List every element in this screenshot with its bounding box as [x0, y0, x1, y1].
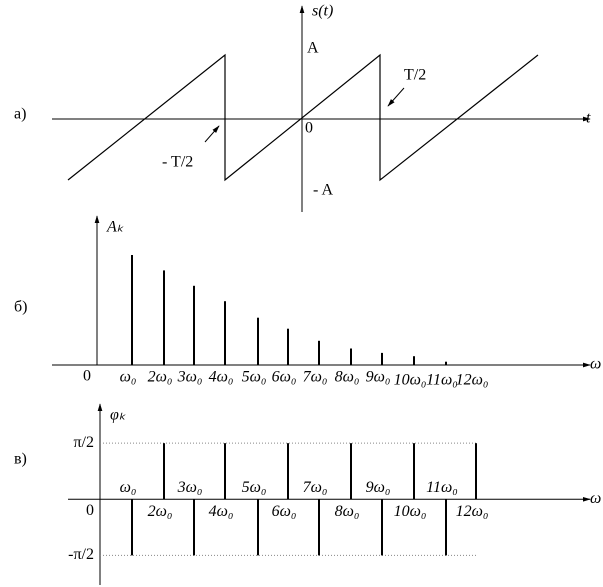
origin: 0 — [83, 368, 91, 385]
x-tick-label: 7ω₀ — [303, 369, 328, 386]
panel-label: а) — [14, 106, 26, 123]
amplitude: A — [307, 40, 319, 57]
panel-label: б) — [14, 299, 27, 316]
axis-label: ω — [590, 356, 601, 373]
x-tick-label: 3ω₀ — [177, 369, 203, 386]
axis-label: ω — [590, 490, 601, 507]
half-period: T/2 — [404, 67, 426, 84]
x-tick-label: 4ω₀ — [209, 503, 234, 520]
x-tick-label: 12ω₀ — [456, 503, 489, 520]
x-tick-label: 5ω₀ — [242, 369, 267, 386]
x-tick-label: 8ω₀ — [335, 369, 360, 386]
arrow — [387, 87, 405, 107]
y-tick-label: π/2 — [73, 434, 94, 451]
x-tick-label: 7ω₀ — [303, 479, 328, 496]
x-tick-label: 10ω₀ — [394, 503, 427, 520]
x-tick-label: 3ω₀ — [177, 479, 203, 496]
origin: 0 — [86, 502, 94, 519]
x-tick-label: 11ω₀ — [426, 372, 458, 389]
panel-label: в) — [14, 451, 27, 468]
axis-label: Aₖ — [106, 219, 124, 236]
axis-label: s(t) — [312, 3, 333, 20]
x-tick-label: 6ω₀ — [272, 369, 297, 386]
x-tick-label: 5ω₀ — [242, 479, 267, 496]
origin: 0 — [305, 120, 313, 137]
amplitude: - A — [313, 182, 333, 199]
x-tick-label: 6ω₀ — [272, 503, 297, 520]
x-tick-label: 12ω₀ — [456, 372, 489, 389]
axis-label: φₖ — [110, 407, 126, 424]
x-tick-label: 9ω₀ — [366, 369, 391, 386]
x-tick-label: 9ω₀ — [366, 479, 391, 496]
x-tick-label: ω₀ — [120, 479, 137, 496]
axis-label: t — [586, 110, 591, 127]
x-tick-label: 11ω₀ — [426, 479, 458, 496]
x-tick-label: 2ω₀ — [148, 503, 173, 520]
x-tick-label: 8ω₀ — [335, 503, 360, 520]
half-period: - T/2 — [162, 154, 193, 171]
sawtooth — [67, 53, 539, 182]
x-tick-label: 4ω₀ — [209, 369, 234, 386]
x-tick-label: 10ω₀ — [394, 372, 427, 389]
arrow — [204, 125, 220, 143]
x-tick-label: ω₀ — [120, 369, 137, 386]
y-tick-label: -π/2 — [68, 546, 94, 563]
x-tick-label: 2ω₀ — [148, 369, 173, 386]
